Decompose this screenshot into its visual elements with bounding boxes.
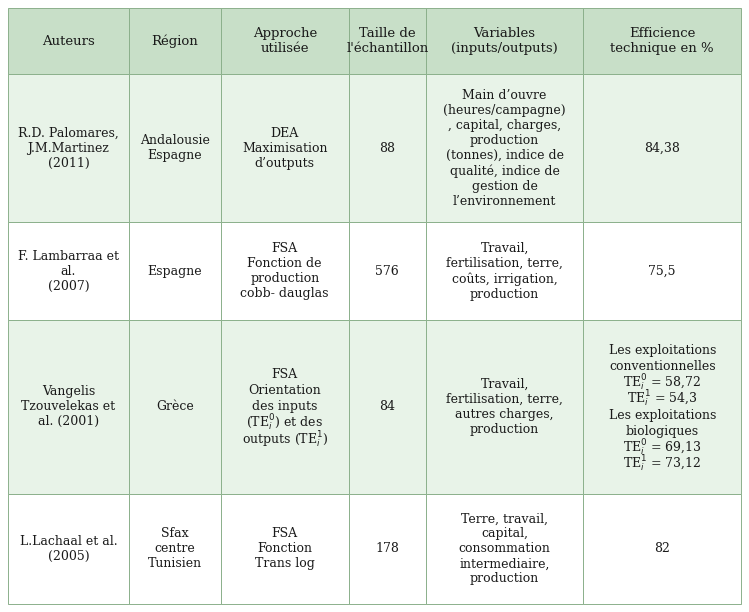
Bar xyxy=(426,8,583,74)
Text: Terre, travail,
capital,
consommation
intermediaire,
production: Terre, travail, capital, consommation in… xyxy=(458,512,551,585)
Bar xyxy=(220,494,349,604)
Bar xyxy=(583,74,741,222)
Text: Efficience
technique en %: Efficience technique en % xyxy=(610,27,714,55)
Text: Variables
(inputs/outputs): Variables (inputs/outputs) xyxy=(451,27,558,55)
Text: (TE$_i^0$) et des: (TE$_i^0$) et des xyxy=(246,413,323,433)
Bar xyxy=(583,8,741,74)
Bar xyxy=(129,320,220,494)
Bar xyxy=(349,74,426,222)
Text: 178: 178 xyxy=(375,542,399,555)
Text: FSA: FSA xyxy=(272,368,298,381)
Text: Approche
utilisée: Approche utilisée xyxy=(252,27,317,55)
Text: 84,38: 84,38 xyxy=(644,142,680,155)
Text: 75,5: 75,5 xyxy=(649,265,676,278)
Text: 84: 84 xyxy=(379,400,395,414)
Bar xyxy=(8,222,129,320)
Text: Main d’ouvre
(heures/campagne)
, capital, charges,
production
(tonnes), indice d: Main d’ouvre (heures/campagne) , capital… xyxy=(443,89,566,207)
Text: TE$_i^0$ = 58,72: TE$_i^0$ = 58,72 xyxy=(623,373,701,393)
Text: Les exploitations: Les exploitations xyxy=(608,343,716,357)
Text: biologiques: biologiques xyxy=(625,425,699,438)
Bar xyxy=(426,222,583,320)
Text: 82: 82 xyxy=(655,542,670,555)
Text: Taille de
l'échantillon: Taille de l'échantillon xyxy=(346,27,428,55)
Bar xyxy=(220,320,349,494)
Bar xyxy=(8,74,129,222)
Bar xyxy=(583,494,741,604)
Bar xyxy=(8,8,129,74)
Text: Sfax
centre
Tunisien: Sfax centre Tunisien xyxy=(148,528,201,570)
Text: Région: Région xyxy=(151,34,198,48)
Text: Travail,
fertilisation, terre,
autres charges,
production: Travail, fertilisation, terre, autres ch… xyxy=(446,378,563,436)
Text: des inputs: des inputs xyxy=(252,400,318,414)
Bar xyxy=(129,494,220,604)
Bar xyxy=(129,8,220,74)
Text: TE$_i^1$ = 54,3: TE$_i^1$ = 54,3 xyxy=(627,389,697,409)
Text: R.D. Palomares,
J.M.Martinez
(2011): R.D. Palomares, J.M.Martinez (2011) xyxy=(18,127,119,170)
Bar xyxy=(129,222,220,320)
Bar xyxy=(426,74,583,222)
Text: Andalousie
Espagne: Andalousie Espagne xyxy=(140,134,210,162)
Bar xyxy=(8,494,129,604)
Bar xyxy=(426,320,583,494)
Bar xyxy=(220,74,349,222)
Bar xyxy=(8,320,129,494)
Text: Travail,
fertilisation, terre,
coûts, irrigation,
production: Travail, fertilisation, terre, coûts, ir… xyxy=(446,242,563,300)
Text: 576: 576 xyxy=(375,265,399,278)
Text: TE$_i^1$ = 73,12: TE$_i^1$ = 73,12 xyxy=(623,453,701,474)
Text: L.Lachaal et al.
(2005): L.Lachaal et al. (2005) xyxy=(19,535,118,563)
Text: Vangelis
Tzouvelekas et
al. (2001): Vangelis Tzouvelekas et al. (2001) xyxy=(22,386,115,428)
Text: 88: 88 xyxy=(379,142,395,155)
Text: Grèce: Grèce xyxy=(156,400,194,414)
Text: outputs (TE$_i^1$): outputs (TE$_i^1$) xyxy=(241,429,328,450)
Bar xyxy=(349,222,426,320)
Text: Espagne: Espagne xyxy=(148,265,202,278)
Text: Orientation: Orientation xyxy=(249,384,321,397)
Bar xyxy=(583,320,741,494)
Text: Auteurs: Auteurs xyxy=(42,35,95,48)
Bar xyxy=(220,8,349,74)
Text: conventionnelles: conventionnelles xyxy=(609,360,715,373)
Bar xyxy=(583,222,741,320)
Bar xyxy=(349,8,426,74)
Bar xyxy=(129,74,220,222)
Text: TE$_i^0$ = 69,13: TE$_i^0$ = 69,13 xyxy=(623,438,702,458)
Bar xyxy=(426,494,583,604)
Text: Les exploitations: Les exploitations xyxy=(608,409,716,422)
Bar xyxy=(349,320,426,494)
Bar xyxy=(349,494,426,604)
Text: FSA
Fonction de
production
cobb- dauglas: FSA Fonction de production cobb- dauglas xyxy=(240,242,329,300)
Bar xyxy=(220,222,349,320)
Text: FSA
Fonction
Trans log: FSA Fonction Trans log xyxy=(255,528,315,570)
Text: DEA
Maximisation
d’outputs: DEA Maximisation d’outputs xyxy=(242,127,327,170)
Text: F. Lambarraa et
al.
(2007): F. Lambarraa et al. (2007) xyxy=(18,250,119,293)
